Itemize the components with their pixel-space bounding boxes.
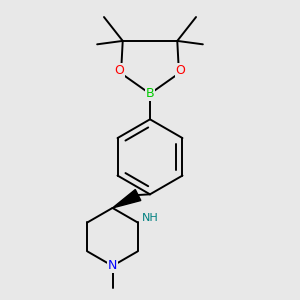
Text: O: O [176, 64, 186, 77]
Text: O: O [114, 64, 124, 77]
Polygon shape [112, 190, 141, 208]
Text: NH: NH [142, 213, 159, 224]
Text: B: B [146, 87, 154, 100]
Text: N: N [108, 260, 117, 272]
